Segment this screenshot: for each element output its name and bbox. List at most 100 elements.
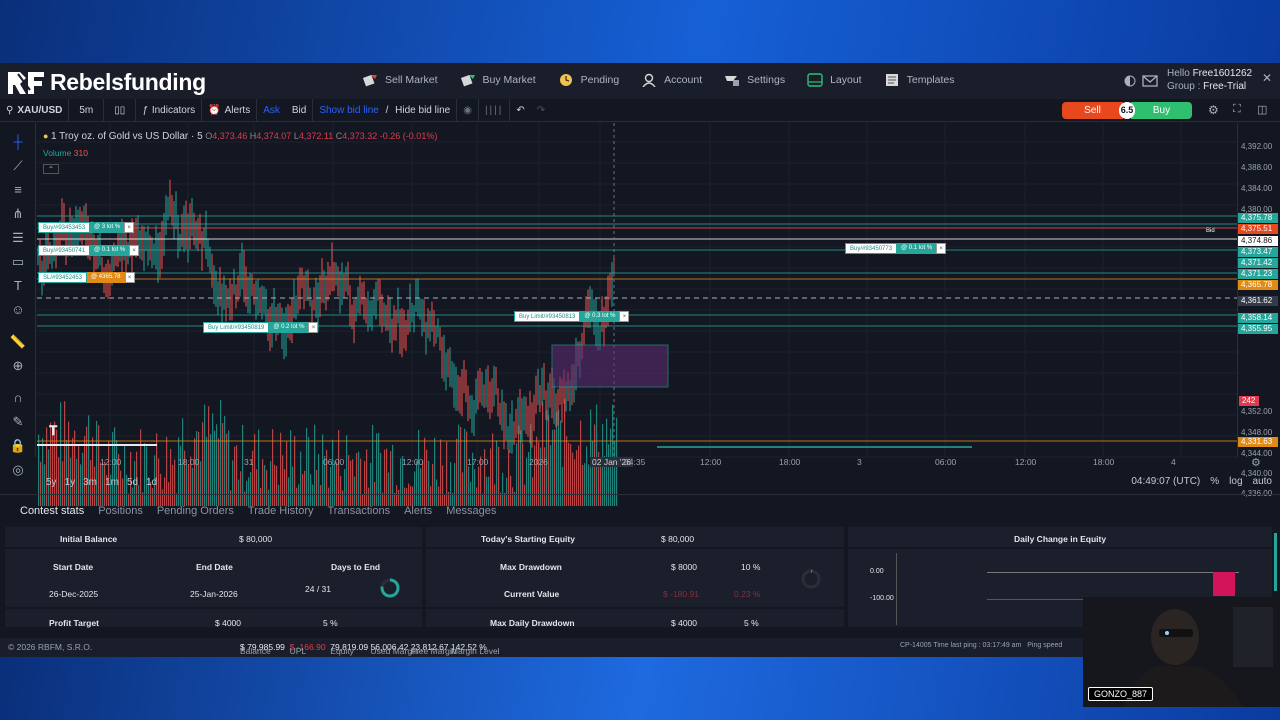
volume-bar xyxy=(388,472,390,506)
hide-bid-line-link[interactable]: Hide bid line xyxy=(395,104,451,116)
volume-bar xyxy=(492,433,494,506)
stats-scrollbar[interactable] xyxy=(1274,533,1277,591)
lock-icon[interactable]: 🔒 xyxy=(9,438,27,453)
close-order-icon[interactable]: × xyxy=(936,243,947,254)
order-line-label[interactable]: Buy/#93450773 @ 0.1 lot % × xyxy=(845,243,947,254)
price-tick: 4,392.00 xyxy=(1241,142,1273,151)
nav-sell-market[interactable]: Sell Market xyxy=(362,73,438,87)
buy-button[interactable]: Buy xyxy=(1131,102,1192,119)
nav-pending[interactable]: Pending xyxy=(558,73,619,87)
tab-transactions[interactable]: Transactions xyxy=(327,505,391,517)
nav-settings[interactable]: Settings xyxy=(724,73,785,87)
percent-toggle[interactable]: % xyxy=(1210,476,1220,487)
show-bid-line-link[interactable]: Show bid line xyxy=(319,104,379,116)
fib-icon[interactable]: ≡ xyxy=(14,182,22,197)
pitchfork-icon[interactable]: ⋔ xyxy=(12,206,24,221)
tab-trade-history[interactable]: Trade History xyxy=(247,505,314,517)
range-5y[interactable]: 5y xyxy=(46,477,57,488)
emoji-icon[interactable]: ☺ xyxy=(11,302,25,317)
volume-bar xyxy=(180,445,182,506)
close-order-icon[interactable]: × xyxy=(124,272,135,283)
trend-line-icon[interactable]: ⟋ xyxy=(13,158,23,173)
range-3m[interactable]: 3m xyxy=(83,477,98,488)
volume-bar xyxy=(44,464,46,506)
nav-account[interactable]: Account xyxy=(641,73,702,87)
magnet-icon[interactable]: ∩ xyxy=(13,390,23,405)
nav-templates[interactable]: Templates xyxy=(884,73,954,87)
log-toggle[interactable]: log xyxy=(1229,476,1243,487)
close-order-icon[interactable]: × xyxy=(129,245,140,256)
account-icon xyxy=(642,73,656,87)
undo-button[interactable]: ↶ xyxy=(510,99,530,122)
ruler-icon[interactable]: 📏 xyxy=(9,334,27,349)
tab-positions[interactable]: Positions xyxy=(98,505,143,517)
auto-toggle[interactable]: auto xyxy=(1252,476,1272,487)
time-axis[interactable]: 12:00 18:00 31 06:00 12:00 17:00 2026 02 Jan '2… xyxy=(37,457,1237,471)
crosshair-icon[interactable]: ┼ xyxy=(13,134,23,149)
close-order-icon[interactable]: × xyxy=(619,311,630,322)
utc-clock[interactable]: 04:49:07 (UTC) xyxy=(1131,476,1201,487)
price-axis[interactable]: 4,392.00 4,388.00 4,384.00 4,380.00 4,352.00… xyxy=(1237,123,1280,498)
range-1y[interactable]: 1y xyxy=(64,477,76,488)
range-5d[interactable]: 5d xyxy=(126,477,139,488)
price-tick: 4,384.00 xyxy=(1241,184,1273,193)
nav-label: Layout xyxy=(830,74,862,86)
volume-bar xyxy=(194,438,196,506)
bid-line-toggle[interactable]: Show bid line / Hide bid line xyxy=(313,99,456,122)
volume-bar xyxy=(148,477,150,506)
volume-bar xyxy=(242,424,244,506)
volume-bar xyxy=(218,438,220,506)
chart-settings-icon[interactable]: ⚙ xyxy=(1208,103,1219,117)
axis-settings-icon[interactable]: ⚙ xyxy=(1251,457,1261,469)
volume-bar xyxy=(428,460,430,506)
alerts-button[interactable]: ⏰ Alerts xyxy=(202,98,258,122)
theme-toggle-icon[interactable] xyxy=(1124,75,1136,87)
stream-background-top xyxy=(0,0,1280,63)
bid-button[interactable]: Bid xyxy=(286,98,314,122)
order-line-label[interactable]: Buy/#93453453 @ 3 lot % × xyxy=(38,222,135,233)
brush-icon[interactable]: ☰ xyxy=(12,230,24,245)
volume-bar xyxy=(502,472,504,506)
mail-icon[interactable] xyxy=(1142,74,1158,88)
chart-type-button[interactable]: ▯▯ xyxy=(104,98,137,122)
indicators-button[interactable]: ƒ Indicators xyxy=(136,98,203,122)
visibility-eye-icon[interactable]: ◎ xyxy=(12,462,24,477)
ask-button[interactable]: Ask xyxy=(257,99,286,122)
tab-pending-orders[interactable]: Pending Orders xyxy=(156,505,234,517)
order-line-label[interactable]: SL/#93452453 @ 4365.78 × xyxy=(38,272,135,283)
range-1m[interactable]: 1m xyxy=(105,477,119,488)
zoom-in-icon[interactable]: ⊕ xyxy=(12,358,24,373)
tab-alerts[interactable]: Alerts xyxy=(404,505,433,517)
text-icon[interactable]: T xyxy=(14,278,22,293)
volume-bar xyxy=(292,466,294,506)
tab-contest-stats[interactable]: Contest stats xyxy=(20,505,85,517)
close-panel-icon[interactable]: ✕ xyxy=(1262,71,1273,85)
nav-layout[interactable]: Layout xyxy=(807,73,862,87)
visibility-button[interactable]: ◉ xyxy=(456,98,479,122)
symbol-search[interactable]: ⚲ XAU/USD xyxy=(0,98,70,122)
order-line-label[interactable]: Buy Limit/#93450819 @ 0.2 lot % × xyxy=(203,322,319,333)
nav-buy-market[interactable]: Buy Market xyxy=(460,73,536,87)
volume-bar xyxy=(118,454,120,506)
pencil-lock-icon[interactable]: ✎ xyxy=(12,414,24,429)
range-1d[interactable]: 1d xyxy=(146,477,158,488)
collapse-legend-icon[interactable]: ⌃ xyxy=(43,164,59,174)
low-label: L xyxy=(293,131,299,141)
bar-style-buttons[interactable]: |||| xyxy=(479,98,511,122)
interval-selector[interactable]: 5m xyxy=(69,98,105,122)
price-chart[interactable]: 𝐓 xyxy=(37,123,1237,506)
tab-messages[interactable]: Messages xyxy=(446,505,497,517)
camera-icon[interactable]: ◫ xyxy=(1257,104,1268,116)
rectangle-icon[interactable]: ▭ xyxy=(11,254,25,269)
volume-bar xyxy=(488,476,490,506)
fullscreen-icon[interactable]: ⛶ xyxy=(1233,103,1241,115)
close-order-icon[interactable]: × xyxy=(308,322,319,333)
order-line-label[interactable]: Buy Limit/#93450813 @ 0.3 lot % × xyxy=(514,311,630,322)
close-order-icon[interactable]: × xyxy=(124,222,135,233)
volume-bar xyxy=(500,492,502,506)
redo-button[interactable]: ↷ xyxy=(531,99,551,122)
sell-button[interactable]: Sell xyxy=(1062,102,1123,119)
order-line-label[interactable]: Buy/#93450741 @ 0.1 lot % × xyxy=(38,245,140,256)
volume-bar xyxy=(344,469,346,506)
brand-logo[interactable]: Rebelsfunding xyxy=(6,69,206,96)
